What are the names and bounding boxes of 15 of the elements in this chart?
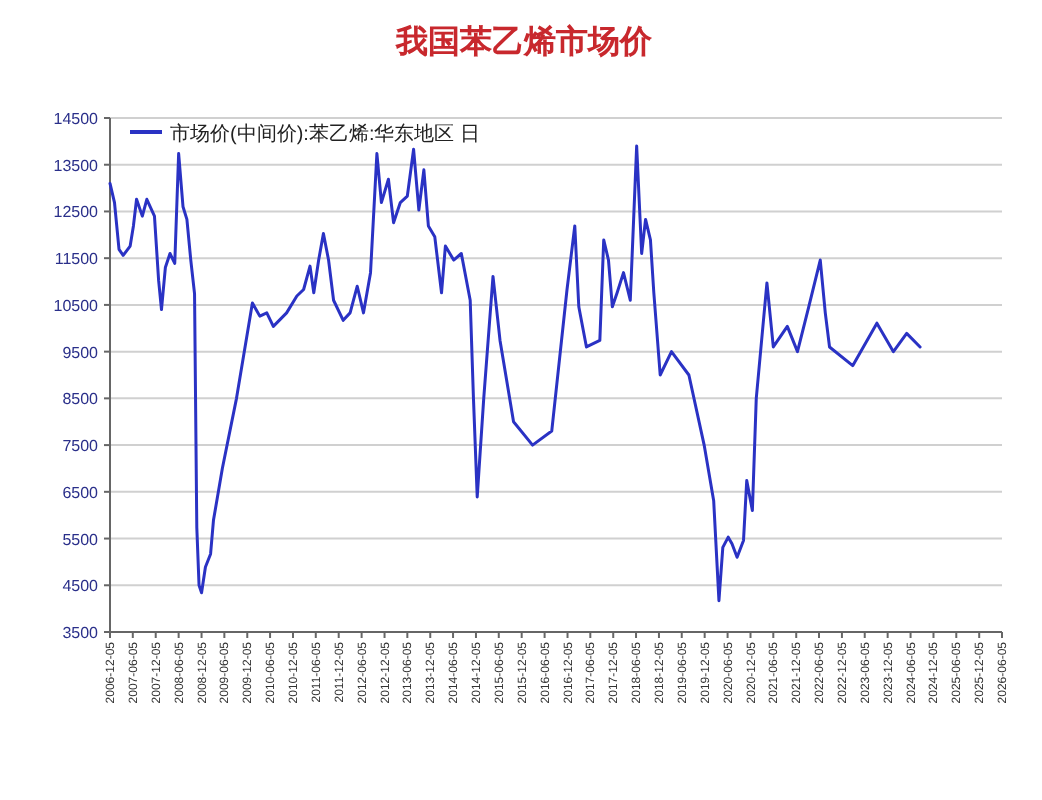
y-tick-label: 8500: [62, 390, 100, 409]
y-tick-label: 10500: [53, 296, 100, 315]
y-tick-label: 6500: [62, 483, 100, 502]
y-tick-label: 11500: [54, 250, 100, 269]
y-tick-label: 4500: [62, 577, 100, 596]
y-tick-label: 5500: [62, 530, 100, 549]
legend-label: 市场价(中间价):苯乙烯:华东地区 日: [170, 122, 480, 146]
y-tick-label: 9500: [62, 343, 100, 362]
y-tick-label: 3500: [62, 624, 100, 642]
y-tick-label: 7500: [62, 437, 100, 456]
y-tick-label: 14500: [53, 110, 100, 128]
line-series: [108, 144, 922, 603]
chart-title: 我国苯乙烯市场价: [394, 22, 654, 60]
y-tick-label: 13500: [53, 156, 100, 175]
y-tick-label: 12500: [53, 203, 100, 222]
